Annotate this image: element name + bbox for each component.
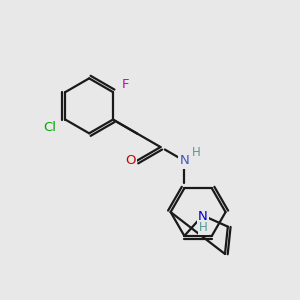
Text: Cl: Cl: [43, 121, 56, 134]
Text: H: H: [199, 221, 208, 234]
Text: H: H: [192, 146, 200, 159]
Text: F: F: [122, 78, 130, 91]
Text: O: O: [126, 154, 136, 167]
Text: N: N: [198, 210, 208, 223]
Text: N: N: [179, 154, 189, 167]
